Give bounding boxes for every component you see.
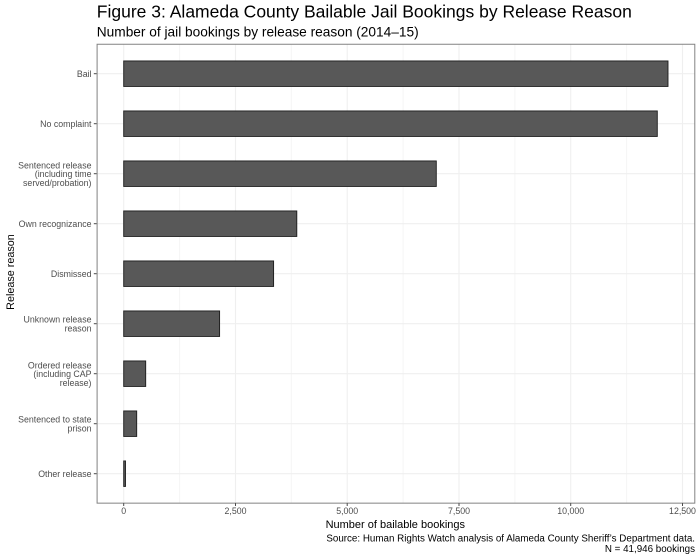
- svg-text:Number of bailable bookings: Number of bailable bookings: [326, 519, 466, 531]
- svg-text:Own recognizance: Own recognizance: [19, 219, 92, 229]
- svg-text:Unknown release: Unknown release: [24, 315, 92, 325]
- svg-text:(including time: (including time: [35, 169, 92, 179]
- svg-text:(including CAP: (including CAP: [33, 369, 91, 379]
- svg-text:Dismissed: Dismissed: [51, 269, 92, 279]
- svg-text:release): release): [60, 378, 92, 388]
- svg-text:served/probation): served/probation): [23, 178, 92, 188]
- svg-text:Number of jail bookings by rel: Number of jail bookings by release reaso…: [97, 24, 419, 39]
- svg-text:Release reason: Release reason: [5, 234, 17, 310]
- svg-text:2,500: 2,500: [224, 506, 246, 516]
- svg-text:Figure 3: Alameda County Baila: Figure 3: Alameda County Bailable Jail B…: [97, 2, 632, 22]
- svg-text:Other release: Other release: [38, 469, 91, 479]
- svg-text:Ordered release: Ordered release: [28, 360, 92, 370]
- svg-text:5,000: 5,000: [336, 506, 358, 516]
- svg-text:12,500: 12,500: [669, 506, 696, 516]
- svg-text:Sentenced to state: Sentenced to state: [18, 415, 91, 425]
- svg-text:reason: reason: [65, 324, 92, 334]
- svg-text:10,000: 10,000: [557, 506, 584, 516]
- svg-text:N = 41,946 bookings: N = 41,946 bookings: [605, 544, 695, 555]
- svg-text:prison: prison: [68, 424, 92, 434]
- svg-text:Source: Human Rights Watch ana: Source: Human Rights Watch analysis of A…: [326, 534, 695, 545]
- svg-text:Sentenced release: Sentenced release: [18, 160, 91, 170]
- svg-text:Bail: Bail: [77, 69, 92, 79]
- svg-text:7,500: 7,500: [448, 506, 470, 516]
- svg-text:No complaint: No complaint: [40, 119, 92, 129]
- svg-text:0: 0: [121, 506, 126, 516]
